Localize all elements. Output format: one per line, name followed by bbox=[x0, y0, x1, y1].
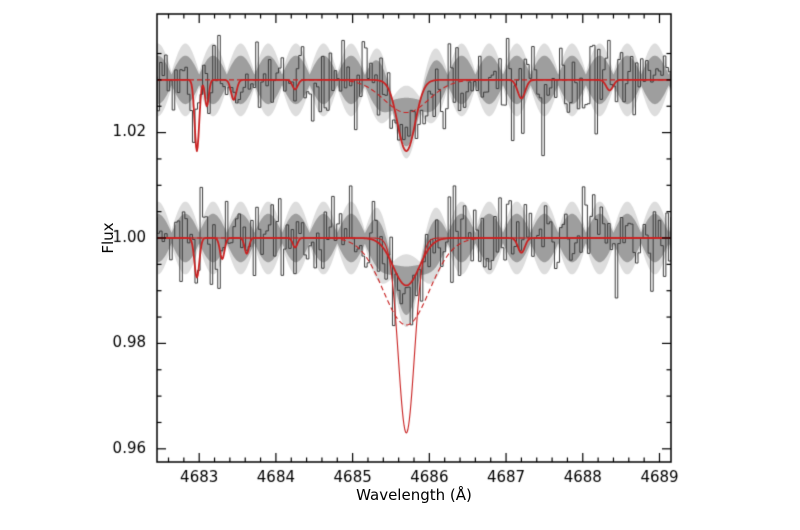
y-axis-label: Flux bbox=[99, 222, 117, 254]
x-axis-label: Wavelength (Å) bbox=[356, 486, 472, 504]
